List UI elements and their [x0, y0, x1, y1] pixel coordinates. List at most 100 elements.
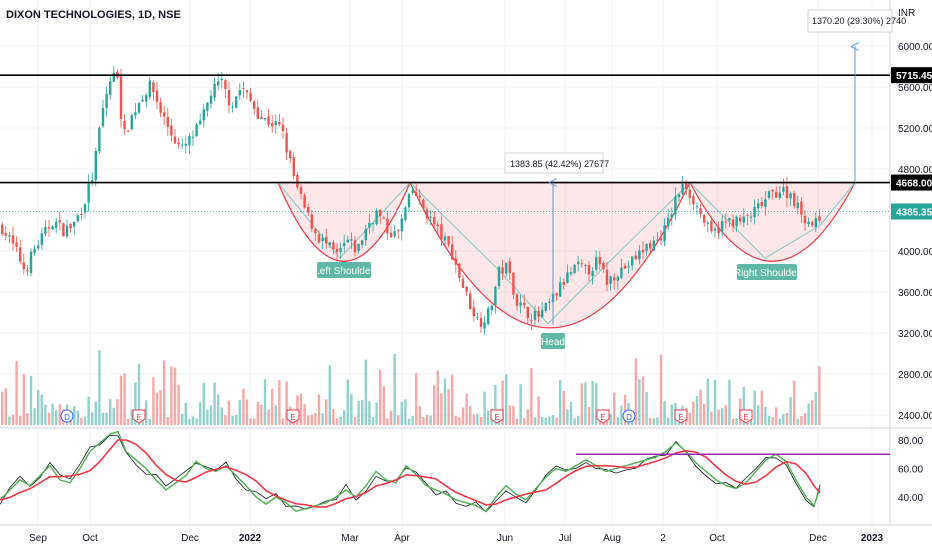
candle-body	[213, 83, 216, 98]
right-shoulder-cup	[689, 181, 856, 262]
volume-bar	[440, 393, 443, 425]
price-tick-label: 2400.00	[898, 411, 932, 422]
candle-body	[263, 117, 267, 120]
price-tick-label: 5200.00	[898, 124, 932, 135]
candle-body	[667, 217, 670, 227]
candle-body	[177, 142, 180, 145]
volume-bar	[15, 361, 18, 425]
volume-bar	[472, 414, 475, 425]
candle-body	[764, 199, 767, 207]
candle-body	[166, 116, 169, 127]
candle-body	[267, 116, 270, 125]
volume-bar	[33, 408, 36, 425]
volume-bar	[317, 394, 321, 425]
candle-body	[112, 72, 115, 82]
volume-bar	[641, 376, 645, 425]
candle-body	[584, 265, 587, 267]
candle-body	[523, 302, 526, 306]
candle-body	[649, 243, 652, 249]
candle-body	[785, 186, 789, 199]
volume-bar	[263, 379, 267, 425]
candle-body	[706, 222, 709, 224]
volume-bar	[652, 418, 655, 425]
candle-body	[73, 221, 76, 227]
volume-bar	[785, 412, 789, 425]
volume-bar	[807, 403, 810, 425]
volume-bar	[555, 417, 558, 425]
candle-body	[458, 263, 461, 278]
volume-bar	[98, 350, 101, 425]
candle-body	[184, 143, 187, 146]
volume-bar	[83, 416, 87, 425]
dividend-marker-circle	[60, 409, 74, 423]
volume-bar	[613, 392, 616, 425]
volume-bar	[202, 382, 205, 425]
candle-body	[346, 239, 349, 243]
candle-body	[746, 215, 749, 217]
candle-body	[163, 112, 166, 117]
volume-bar	[123, 373, 126, 425]
candle-body	[22, 262, 25, 270]
volume-bar	[569, 402, 573, 425]
volume-bar	[814, 392, 817, 425]
osc-tick-label: 80.00	[898, 436, 923, 447]
candle-body	[357, 243, 360, 252]
candle-body	[339, 248, 342, 253]
volume-bar	[422, 416, 425, 425]
volume-bar	[188, 418, 191, 425]
left-shoulder-cup	[277, 181, 411, 262]
volume-bar	[397, 415, 400, 425]
candle-body	[454, 258, 457, 265]
candle-body	[40, 233, 43, 245]
event-marker-E: E	[674, 409, 688, 424]
candle-body	[159, 102, 162, 113]
volume-bar	[717, 409, 720, 425]
time-tick-label: Dec	[181, 533, 199, 544]
volume-bar	[663, 401, 666, 425]
volume-bar	[724, 405, 727, 425]
marker-letter: E	[136, 413, 141, 422]
left-shoulder-lines	[277, 182, 411, 259]
volume-bar	[310, 414, 313, 425]
volume-bar	[227, 400, 231, 425]
volume-bar	[782, 414, 785, 425]
candle-body	[119, 76, 123, 120]
volume-bar	[155, 392, 159, 425]
candle-body	[767, 191, 771, 198]
volume-bar	[454, 416, 457, 425]
candle-body	[494, 286, 497, 305]
candle-body	[296, 174, 299, 188]
volume-bar	[159, 390, 162, 425]
candle-body	[76, 215, 79, 221]
candle-body	[587, 265, 591, 275]
candle-body	[224, 80, 227, 90]
candle-body	[641, 249, 645, 253]
volume-bars	[1, 350, 821, 425]
last-price-label-bg	[891, 203, 932, 220]
volume-bar	[22, 374, 25, 425]
candle-body	[440, 224, 443, 240]
candle-body	[62, 223, 65, 237]
candle-body	[33, 248, 36, 253]
volume-bar	[735, 418, 738, 425]
volume-bar	[47, 412, 51, 425]
candle-body	[393, 230, 396, 237]
candle-body	[415, 192, 418, 197]
volume-bar	[433, 385, 436, 425]
candle-body	[317, 234, 321, 243]
candle-body	[425, 209, 429, 219]
candle-body	[749, 216, 753, 218]
candle-body	[202, 109, 205, 121]
candle-body	[245, 90, 249, 93]
volume-bar	[616, 417, 619, 425]
dividend-marker-circle	[622, 409, 636, 423]
volume-bar	[771, 417, 774, 425]
candle-body	[141, 99, 144, 102]
candle-body	[796, 202, 799, 209]
candle-body	[411, 190, 414, 193]
candle-body	[58, 220, 61, 223]
candle-body	[328, 242, 331, 246]
volume-bar	[332, 408, 335, 425]
candle-body	[152, 82, 155, 93]
